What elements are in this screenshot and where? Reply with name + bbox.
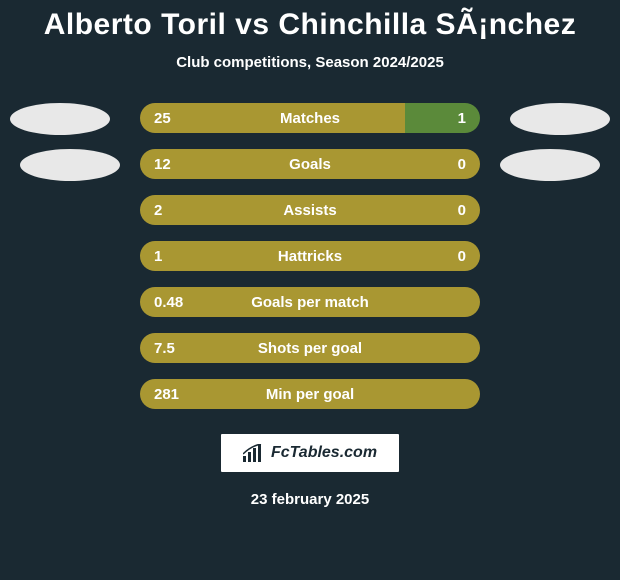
logo-box[interactable]: FcTables.com <box>220 433 400 473</box>
player-right-ellipse-2 <box>500 149 600 181</box>
stat-row: 120Goals <box>140 149 480 179</box>
footer-date: 23 february 2025 <box>251 491 369 508</box>
stat-label: Hattricks <box>140 248 480 265</box>
stat-label: Assists <box>140 202 480 219</box>
stat-label: Goals per match <box>140 294 480 311</box>
logo-text: FcTables.com <box>271 444 377 462</box>
player-right-ellipse-1 <box>510 103 610 135</box>
stat-label: Matches <box>140 110 480 127</box>
stat-row: 10Hattricks <box>140 241 480 271</box>
stat-label: Shots per goal <box>140 340 480 357</box>
stat-label: Min per goal <box>140 386 480 403</box>
page-title: Alberto Toril vs Chinchilla SÃ¡nchez <box>44 8 577 42</box>
player-left-ellipse-1 <box>10 103 110 135</box>
stat-row: 0.48Goals per match <box>140 287 480 317</box>
logo-icon <box>243 444 265 462</box>
stat-row: 7.5Shots per goal <box>140 333 480 363</box>
stat-row: 281Min per goal <box>140 379 480 409</box>
stats-area: 251Matches 120Goals 20Assists 10Hattricks 0.… <box>0 103 620 409</box>
stat-row: 20Assists <box>140 195 480 225</box>
stat-label: Goals <box>140 156 480 173</box>
subtitle: Club competitions, Season 2024/2025 <box>176 54 444 71</box>
stat-row: 251Matches <box>140 103 480 133</box>
player-left-ellipse-2 <box>20 149 120 181</box>
